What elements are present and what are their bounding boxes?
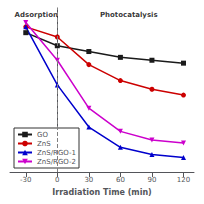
svg-text:90: 90 bbox=[147, 176, 156, 184]
svg-text:120: 120 bbox=[177, 176, 190, 184]
svg-text:-30: -30 bbox=[20, 176, 31, 184]
svg-text:0: 0 bbox=[55, 176, 59, 184]
svg-text:Photocatalysis: Photocatalysis bbox=[100, 11, 158, 19]
svg-text:Adsorption: Adsorption bbox=[15, 11, 58, 19]
svg-text:ZnS: ZnS bbox=[37, 140, 51, 148]
svg-text:ZnS/RGO-2: ZnS/RGO-2 bbox=[37, 158, 76, 166]
svg-text:60: 60 bbox=[116, 176, 125, 184]
svg-text:ZnS/RGO-1: ZnS/RGO-1 bbox=[37, 149, 76, 157]
svg-text:Irradiation Time (min): Irradiation Time (min) bbox=[52, 188, 152, 197]
svg-text:30: 30 bbox=[84, 176, 93, 184]
svg-text:GO: GO bbox=[37, 131, 48, 139]
